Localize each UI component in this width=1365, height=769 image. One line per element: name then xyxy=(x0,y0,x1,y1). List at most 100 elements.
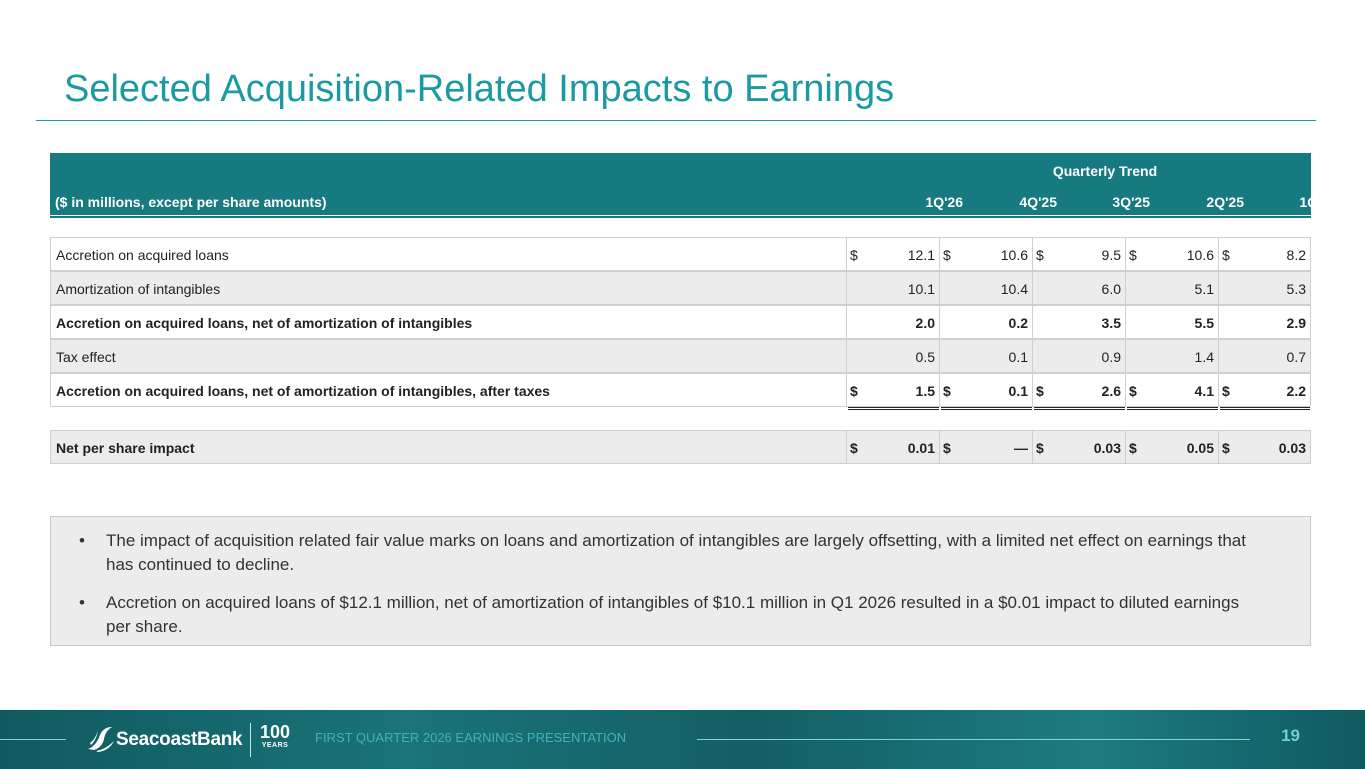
cell-value: 10.6 xyxy=(1000,247,1028,263)
table-row: Tax effect 0.5 0.1 0.9 1.4 0.7 xyxy=(50,339,1311,373)
currency-symbol: $ xyxy=(1222,440,1230,456)
cell-value: 10.4 xyxy=(1000,281,1028,297)
value-cell: $12.1 xyxy=(847,237,940,271)
cell-value: 8.2 xyxy=(1286,247,1306,263)
row-label: Accretion on acquired loans, net of amor… xyxy=(50,373,847,407)
cell-value: 10.6 xyxy=(1186,247,1214,263)
page-title: Selected Acquisition-Related Impacts to … xyxy=(64,68,895,110)
quarter-header: 1Q'25 xyxy=(1299,194,1337,210)
cell-value: 0.05 xyxy=(1186,440,1214,456)
brand-name: SeacoastBank xyxy=(116,729,243,750)
cell-value: 0.03 xyxy=(1278,440,1306,456)
per-share-row: Net per share impact $0.01 $ — $0.03 $0.05 $0.… xyxy=(50,430,1311,464)
footer-rule-right xyxy=(697,739,1250,740)
value-cell: $0.03 xyxy=(1219,430,1311,464)
value-cell: 6.0 xyxy=(1033,271,1126,305)
currency-symbol: $ xyxy=(1129,247,1137,263)
cell-value: 1.5 xyxy=(915,383,935,399)
centennial-badge: 100 YEARS xyxy=(258,723,292,751)
header-underline xyxy=(50,215,1311,218)
value-cell: 5.5 xyxy=(1126,305,1219,339)
total-double-underline xyxy=(941,407,1032,410)
cell-value: 3.5 xyxy=(1101,315,1121,331)
cell-value: 10.1 xyxy=(907,281,935,297)
row-label: Accretion on acquired loans xyxy=(50,237,847,271)
cell-value: 6.0 xyxy=(1101,281,1121,297)
bullet-text: Accretion on acquired loans of $12.1 mil… xyxy=(106,593,1240,636)
total-double-underline xyxy=(1127,407,1218,410)
cell-value: 0.01 xyxy=(907,440,935,456)
currency-symbol: $ xyxy=(1129,440,1137,456)
total-double-underline xyxy=(1220,407,1310,410)
bullet-item: • The impact of acquisition related fair… xyxy=(79,529,1259,577)
seacoast-wave-logo-icon xyxy=(88,727,114,752)
cell-value: 2.9 xyxy=(1286,315,1306,331)
bullet-marker: • xyxy=(79,593,85,612)
quarter-header: 4Q'25 xyxy=(1019,194,1057,210)
cell-value: 0.2 xyxy=(1008,315,1028,331)
logo-divider xyxy=(250,723,251,757)
cell-value: 0.5 xyxy=(915,349,935,365)
cell-value: 5.1 xyxy=(1194,281,1214,297)
cell-value: 9.5 xyxy=(1101,247,1121,263)
total-double-underline xyxy=(848,407,939,410)
cell-value: 0.1 xyxy=(1008,349,1028,365)
cell-value: 0.9 xyxy=(1101,349,1121,365)
table-row: Accretion on acquired loans, net of amor… xyxy=(50,305,1311,339)
row-label: Amortization of intangibles xyxy=(50,271,847,305)
currency-symbol: $ xyxy=(1129,383,1137,399)
value-cell: 0.5 xyxy=(847,339,940,373)
cell-value: 5.3 xyxy=(1286,281,1306,297)
cell-value: 0.1 xyxy=(1008,383,1028,399)
value-cell: 0.7 xyxy=(1219,339,1311,373)
value-cell: 5.1 xyxy=(1126,271,1219,305)
quarter-header: 2Q'25 xyxy=(1206,194,1244,210)
value-cell: 2.9 xyxy=(1219,305,1311,339)
value-cell: $2.6 xyxy=(1033,373,1126,407)
value-cell: 1.4 xyxy=(1126,339,1219,373)
cell-value: 12.1 xyxy=(907,247,935,263)
table-row: Accretion on acquired loans, net of amor… xyxy=(50,373,1311,407)
cell-value: 5.5 xyxy=(1194,315,1214,331)
currency-symbol: $ xyxy=(943,383,951,399)
currency-symbol: $ xyxy=(943,247,951,263)
value-cell: 2.0 xyxy=(847,305,940,339)
footer-rule-left xyxy=(0,739,66,740)
quarter-header: 1Q'26 xyxy=(925,194,963,210)
value-cell: $0.03 xyxy=(1033,430,1126,464)
years-label: YEARS xyxy=(261,742,289,749)
value-cell: $10.6 xyxy=(940,237,1033,271)
value-cell: $4.1 xyxy=(1126,373,1219,407)
cell-value: 4.1 xyxy=(1194,383,1214,399)
value-cell: 5.3 xyxy=(1219,271,1311,305)
bullet-marker: • xyxy=(79,531,85,550)
currency-symbol: $ xyxy=(1222,247,1230,263)
value-cell: $9.5 xyxy=(1033,237,1126,271)
page-number: 19 xyxy=(1281,726,1300,745)
value-cell: 0.9 xyxy=(1033,339,1126,373)
bullet-text: The impact of acquisition related fair v… xyxy=(106,531,1246,574)
units-label: ($ in millions, except per share amounts… xyxy=(55,194,327,210)
row-label: Net per share impact xyxy=(50,430,847,464)
table-row: Amortization of intangibles 10.1 10.4 6.0 5.… xyxy=(50,271,1311,305)
presentation-title: FIRST QUARTER 2026 EARNINGS PRESENTATION xyxy=(315,730,627,745)
value-cell: 0.1 xyxy=(940,339,1033,373)
cell-value: 0.7 xyxy=(1286,349,1306,365)
cell-value: 2.2 xyxy=(1286,383,1306,399)
value-cell: $0.1 xyxy=(940,373,1033,407)
bullet-item: • Accretion on acquired loans of $12.1 m… xyxy=(79,591,1259,639)
currency-symbol: $ xyxy=(850,383,858,399)
value-cell: $2.2 xyxy=(1219,373,1311,407)
value-cell: $8.2 xyxy=(1219,237,1311,271)
cell-value: 2.0 xyxy=(915,315,935,331)
commentary-box: • The impact of acquisition related fair… xyxy=(50,516,1311,646)
row-label: Tax effect xyxy=(50,339,847,373)
currency-symbol: $ xyxy=(943,440,951,456)
value-cell: 3.5 xyxy=(1033,305,1126,339)
value-cell: 10.4 xyxy=(940,271,1033,305)
currency-symbol: $ xyxy=(1222,383,1230,399)
value-cell: $1.5 xyxy=(847,373,940,407)
cell-value: — xyxy=(1014,440,1028,456)
title-divider xyxy=(36,120,1316,121)
cell-value: 0.03 xyxy=(1093,440,1121,456)
